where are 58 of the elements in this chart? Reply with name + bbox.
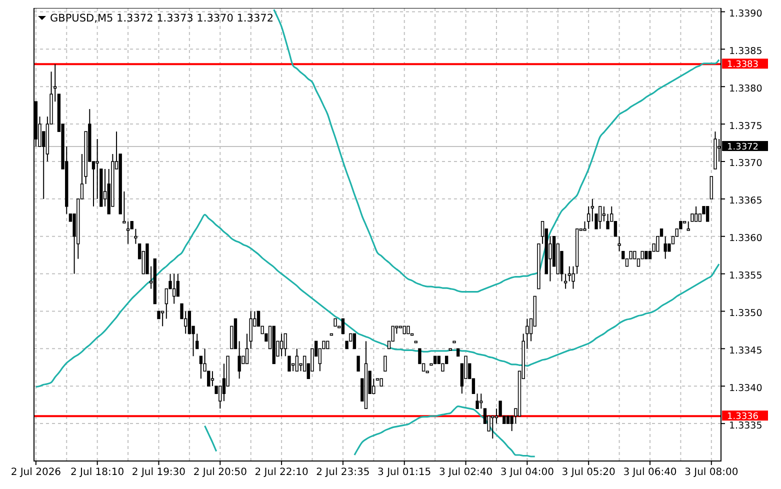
x-tick-label: 2 Jul 23:35 bbox=[316, 467, 370, 478]
candlestick bbox=[476, 393, 479, 410]
candlestick bbox=[172, 273, 176, 304]
x-tick-label: 2 Jul 2026 bbox=[10, 467, 62, 478]
candlestick bbox=[491, 416, 494, 440]
ref-line-label: 1.3383 bbox=[727, 60, 758, 70]
y-tick-label: 1.3340 bbox=[729, 382, 762, 394]
line-series bbox=[35, 214, 720, 388]
candlestick bbox=[568, 266, 571, 282]
x-tick-label: 3 Jul 01:15 bbox=[378, 467, 432, 478]
y-tick-label: 1.3390 bbox=[729, 8, 762, 20]
candlestick bbox=[280, 333, 284, 357]
x-tick-label: 3 Jul 02:40 bbox=[438, 467, 493, 478]
candlestick bbox=[245, 333, 249, 364]
candlestick bbox=[352, 333, 356, 350]
x-tick-label: 3 Jul 05:20 bbox=[562, 467, 616, 478]
candlestick bbox=[341, 318, 345, 334]
candlestick bbox=[288, 356, 291, 372]
candlestick bbox=[295, 348, 298, 372]
line-series bbox=[273, 8, 720, 293]
candlestick bbox=[249, 310, 252, 350]
y-tick-label: 1.3345 bbox=[729, 345, 762, 356]
candlestick bbox=[188, 310, 192, 334]
x-tick-label: 2 Jul 22:10 bbox=[254, 467, 308, 478]
y-tick-label: 1.3380 bbox=[729, 83, 762, 94]
candlestick bbox=[587, 206, 590, 230]
candlestick bbox=[199, 356, 203, 380]
candlestick bbox=[238, 340, 241, 380]
x-tick-label: 2 Jul 18:10 bbox=[70, 467, 124, 478]
text: GBPUSD,M5 1.3372 1.3373 1.3370 1.3372 bbox=[50, 12, 274, 25]
candlestick bbox=[598, 206, 602, 230]
candlestick bbox=[694, 206, 698, 222]
x-tick-label: 3 Jul 08:00 bbox=[684, 467, 738, 478]
y-tick-label: 1.3370 bbox=[729, 158, 762, 170]
ref-line-label: 1.3336 bbox=[727, 412, 759, 422]
candlestick bbox=[664, 236, 667, 260]
x-tick-label: 3 Jul 04:00 bbox=[500, 467, 554, 478]
candlestick bbox=[284, 333, 287, 357]
y-tick-label: 1.3335 bbox=[729, 420, 762, 432]
y-tick-label: 1.3375 bbox=[729, 120, 762, 132]
candlestick bbox=[356, 356, 360, 372]
candlestick bbox=[126, 220, 130, 244]
x-tick-label: 3 Jul 06:40 bbox=[623, 467, 677, 478]
x-tick-label: 2 Jul 20:50 bbox=[193, 467, 247, 478]
y-tick-label: 1.3355 bbox=[729, 270, 762, 282]
candlestick bbox=[710, 176, 713, 200]
y-tick-label: 1.3365 bbox=[729, 196, 762, 207]
candlestick bbox=[176, 273, 180, 297]
candlestick bbox=[564, 273, 568, 290]
candlestick bbox=[384, 356, 387, 372]
x-tick-label: 2 Jul 19:30 bbox=[132, 467, 186, 478]
candlestick bbox=[572, 266, 575, 290]
candlestick bbox=[480, 393, 483, 410]
y-tick-label: 1.3360 bbox=[729, 233, 762, 244]
y-tick-label: 1.3350 bbox=[729, 308, 762, 319]
ref-line-label: 1.3372 bbox=[727, 142, 758, 152]
y-tick-label: 1.3385 bbox=[729, 46, 762, 57]
candlestick bbox=[706, 206, 710, 222]
